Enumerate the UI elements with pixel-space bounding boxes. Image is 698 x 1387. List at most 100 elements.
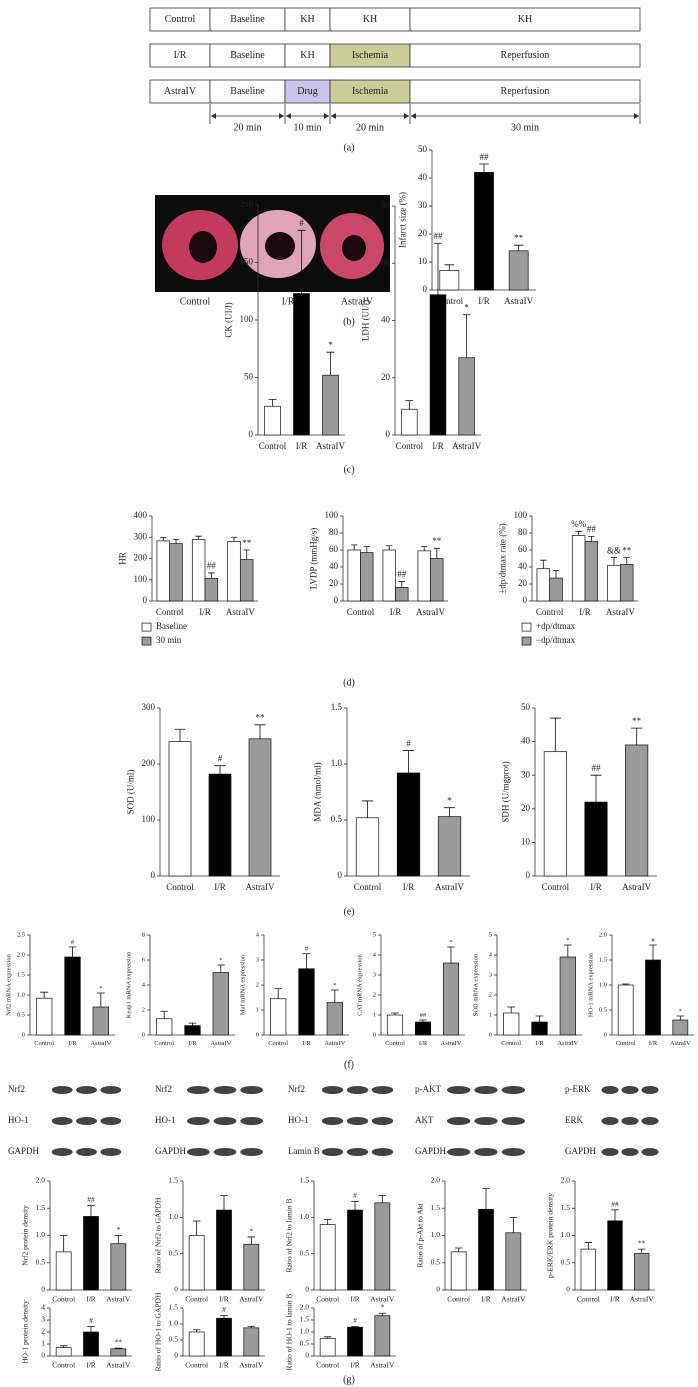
error-bar (40, 991, 49, 999)
y-tick-label: 2.0 (561, 1176, 571, 1185)
blot-band (474, 1117, 498, 1125)
y-tick-label: 5 (373, 931, 376, 938)
significance-mark: # (353, 1191, 357, 1200)
bar (319, 1224, 336, 1291)
bar (110, 1348, 127, 1357)
error-bar (584, 1242, 592, 1250)
bar (270, 998, 287, 1036)
x-tick-label: AstraIV (324, 1040, 345, 1047)
blot-band (601, 1148, 619, 1156)
y-tick-label: 20 (329, 578, 339, 588)
blot-band (100, 1086, 122, 1094)
significance-mark: ** (115, 1338, 123, 1347)
bar (36, 997, 53, 1036)
blot-band (371, 1148, 394, 1156)
bar (248, 738, 272, 877)
significance-mark: * (449, 939, 452, 946)
error-bar (621, 983, 630, 985)
significance-mark: ## (592, 763, 602, 773)
segment-label: Baseline (230, 86, 265, 97)
significance-mark: ** (256, 713, 266, 723)
bar (243, 1327, 260, 1357)
x-tick-label: AstraIV (501, 1294, 526, 1303)
error-bar (114, 1235, 123, 1244)
error-bar (323, 1336, 332, 1339)
x-tick-label: I/R (214, 882, 226, 892)
y-tick-label: 2.0 (36, 1176, 46, 1185)
y-tick-label: 100 (134, 574, 148, 584)
significance-mark: * (333, 982, 336, 989)
x-tick-label: I/R (590, 882, 602, 892)
x-tick-label: AstraIV (226, 607, 255, 617)
bar (188, 1331, 205, 1357)
significance-mark: ## (420, 1012, 427, 1019)
legend-label: 30 min (156, 635, 182, 645)
bar (450, 1251, 467, 1291)
y-axis-label: Ratio of HO-1 to lamin B (285, 1294, 294, 1371)
y-tick-label: 40 (381, 315, 391, 325)
y-tick-label: 1.0 (36, 1230, 46, 1239)
legend-swatch (521, 622, 532, 632)
y-tick-label: 0 (151, 870, 156, 880)
y-tick-label: 1.5 (431, 1203, 441, 1212)
bar (92, 1006, 109, 1036)
y-tick-label: 0 (604, 1031, 607, 1038)
significance-mark: ** (432, 536, 442, 546)
bar (83, 1331, 99, 1357)
blot-band (100, 1148, 122, 1156)
blot-band (446, 1148, 471, 1156)
error-bar (188, 1022, 197, 1026)
blot-band (321, 1117, 344, 1125)
y-tick-label: 0 (305, 1351, 309, 1360)
x-tick-label: AstraIV (557, 1040, 578, 1047)
x-tick-label: AstraIV (630, 1294, 655, 1303)
x-tick-label: I/R (188, 1040, 197, 1047)
error-bar (87, 1326, 95, 1332)
significance-mark: * (464, 303, 469, 313)
x-tick-label: I/R (535, 1040, 544, 1047)
x-tick-label: I/R (296, 441, 308, 451)
x-tick-label: I/R (610, 1294, 620, 1303)
y-tick-label: 1.5 (599, 956, 607, 963)
error-bar (192, 1329, 201, 1332)
significance-mark: ## (611, 1199, 619, 1208)
x-tick-label: I/R (302, 1040, 311, 1047)
y-tick-label: 2 (489, 991, 492, 998)
x-tick-label: I/R (350, 1294, 360, 1303)
y-tick-label: 0 (41, 1285, 45, 1294)
error-bar (402, 750, 415, 773)
y-tick-label: 80 (518, 527, 528, 537)
error-bar (549, 717, 561, 752)
error-bar (214, 765, 226, 775)
y-tick-label: 50 (244, 372, 254, 382)
blot-band (346, 1148, 369, 1156)
panel-label: (g) (343, 1374, 355, 1385)
blot-band (601, 1117, 619, 1125)
significance-mark: %% (571, 519, 586, 529)
row-label: I/R (174, 50, 187, 61)
y-tick-label: 1 (373, 1011, 376, 1018)
bar (396, 772, 421, 877)
bar (208, 773, 232, 877)
bar (355, 817, 380, 877)
blot-label: ERK (565, 1115, 584, 1125)
y-tick-label: 5 (489, 931, 492, 938)
x-tick-label: AstraIV (246, 882, 275, 892)
error-bar (247, 1236, 256, 1245)
blot-band (240, 1148, 264, 1156)
y-tick-label: 20 (521, 803, 531, 813)
blot-band (346, 1117, 369, 1125)
error-bar (330, 989, 339, 1003)
y-tick-label: 4 (142, 981, 146, 988)
significance-mark: # (305, 946, 309, 953)
significance-mark: ** (514, 233, 524, 243)
x-tick-label: Control (347, 607, 375, 617)
blot-label: AKT (415, 1115, 434, 1125)
x-tick-label: Control (52, 1294, 75, 1303)
image-label: Control (180, 296, 211, 307)
y-tick-label: 1 (256, 1006, 259, 1013)
error-bar (96, 992, 105, 1007)
blot-label: p-AKT (415, 1084, 441, 1094)
blot-band (346, 1086, 369, 1094)
bar (243, 1243, 260, 1291)
